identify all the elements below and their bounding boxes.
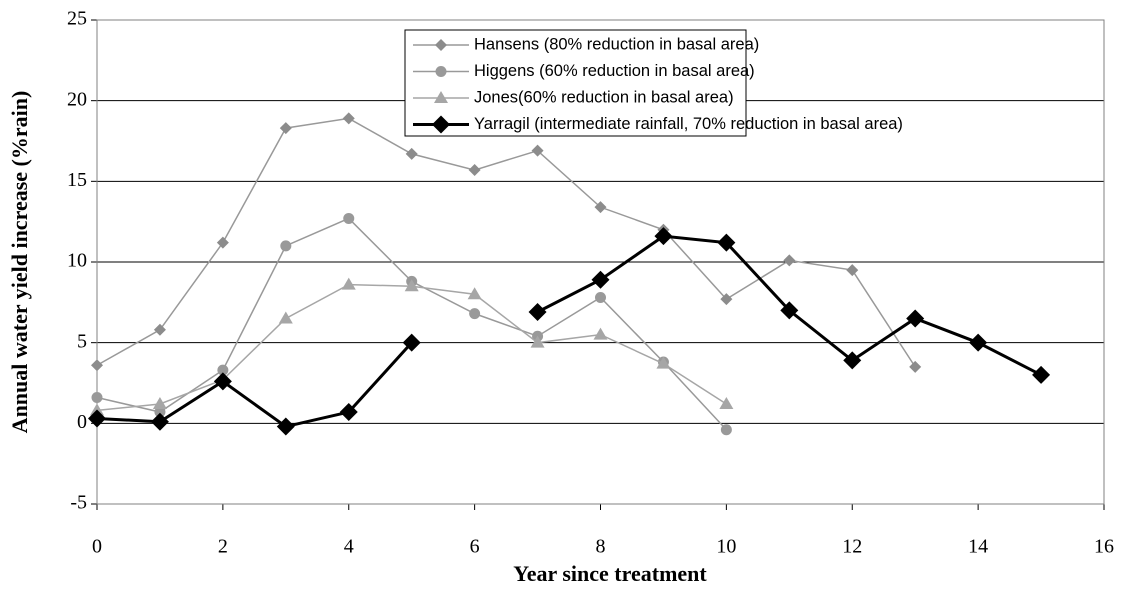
marker <box>531 144 544 157</box>
marker <box>469 308 481 320</box>
marker <box>217 364 229 376</box>
y-tick-label: 20 <box>67 88 87 110</box>
marker <box>843 351 862 370</box>
legend-marker <box>432 115 450 134</box>
marker <box>216 236 229 249</box>
marker <box>656 356 671 369</box>
series-line <box>96 117 916 368</box>
marker <box>468 164 481 177</box>
marker <box>91 392 103 404</box>
marker <box>780 301 799 320</box>
marker <box>719 396 734 409</box>
marker <box>405 147 418 160</box>
marker <box>153 323 166 336</box>
x-tick-label: 4 <box>344 536 354 558</box>
legend-label: Hansens (80% reduction in basal area) <box>474 35 759 53</box>
marker <box>88 409 106 428</box>
marker <box>213 372 232 391</box>
y-tick-label: 25 <box>67 8 87 30</box>
marker <box>343 212 355 224</box>
marker <box>91 359 103 372</box>
series-line <box>96 217 727 431</box>
marker <box>969 333 988 352</box>
marker <box>276 417 295 436</box>
x-tick-label: 16 <box>1094 536 1114 558</box>
marker <box>404 279 419 292</box>
plot-frame <box>96 19 1105 505</box>
marker <box>341 277 356 290</box>
legend-label: Higgens (60% reduction in basal area) <box>474 62 755 80</box>
marker <box>654 227 673 246</box>
marker <box>783 254 796 267</box>
marker <box>467 287 482 300</box>
marker <box>594 201 607 214</box>
x-tick-label: 8 <box>596 536 606 558</box>
x-tick-label: 6 <box>470 536 480 558</box>
marker <box>528 303 547 322</box>
legend-box <box>404 29 747 137</box>
legend-marker <box>435 66 447 77</box>
x-axis-label: Year since treatment <box>513 561 707 586</box>
y-tick-label: 15 <box>67 169 87 191</box>
marker <box>720 293 733 306</box>
marker <box>906 309 925 328</box>
y-tick-label: 0 <box>77 411 87 433</box>
marker <box>717 233 736 252</box>
marker <box>342 112 355 125</box>
marker <box>150 412 169 431</box>
marker <box>152 396 167 409</box>
marker <box>1032 365 1051 384</box>
marker <box>591 270 610 289</box>
marker <box>279 122 292 135</box>
marker <box>720 424 732 436</box>
marker <box>278 311 293 324</box>
series-line <box>96 341 413 429</box>
marker <box>595 291 606 303</box>
y-tick-label: 5 <box>77 330 87 352</box>
x-tick-label: 2 <box>218 536 228 558</box>
x-tick-label: 14 <box>968 536 988 558</box>
marker <box>90 403 104 416</box>
y-axis-label: Annual water yield increase (%rain) <box>7 91 32 434</box>
marker <box>154 406 166 418</box>
marker <box>280 240 292 252</box>
x-tick-label: 12 <box>842 536 862 558</box>
legend-label: Jones(60% reduction in basal area) <box>474 88 734 106</box>
legend-marker <box>435 39 447 51</box>
legend-label: Yarragil (intermediate rainfall, 70% red… <box>474 115 903 133</box>
x-tick-label: 0 <box>92 536 102 558</box>
y-tick-label: 10 <box>67 250 87 272</box>
marker <box>846 264 859 277</box>
marker <box>530 335 545 348</box>
legend-marker <box>434 91 448 103</box>
y-tick-label: -5 <box>70 492 87 514</box>
marker <box>402 333 421 352</box>
marker <box>339 403 358 422</box>
marker <box>593 327 608 340</box>
marker <box>909 360 922 373</box>
x-tick-label: 10 <box>716 536 736 558</box>
